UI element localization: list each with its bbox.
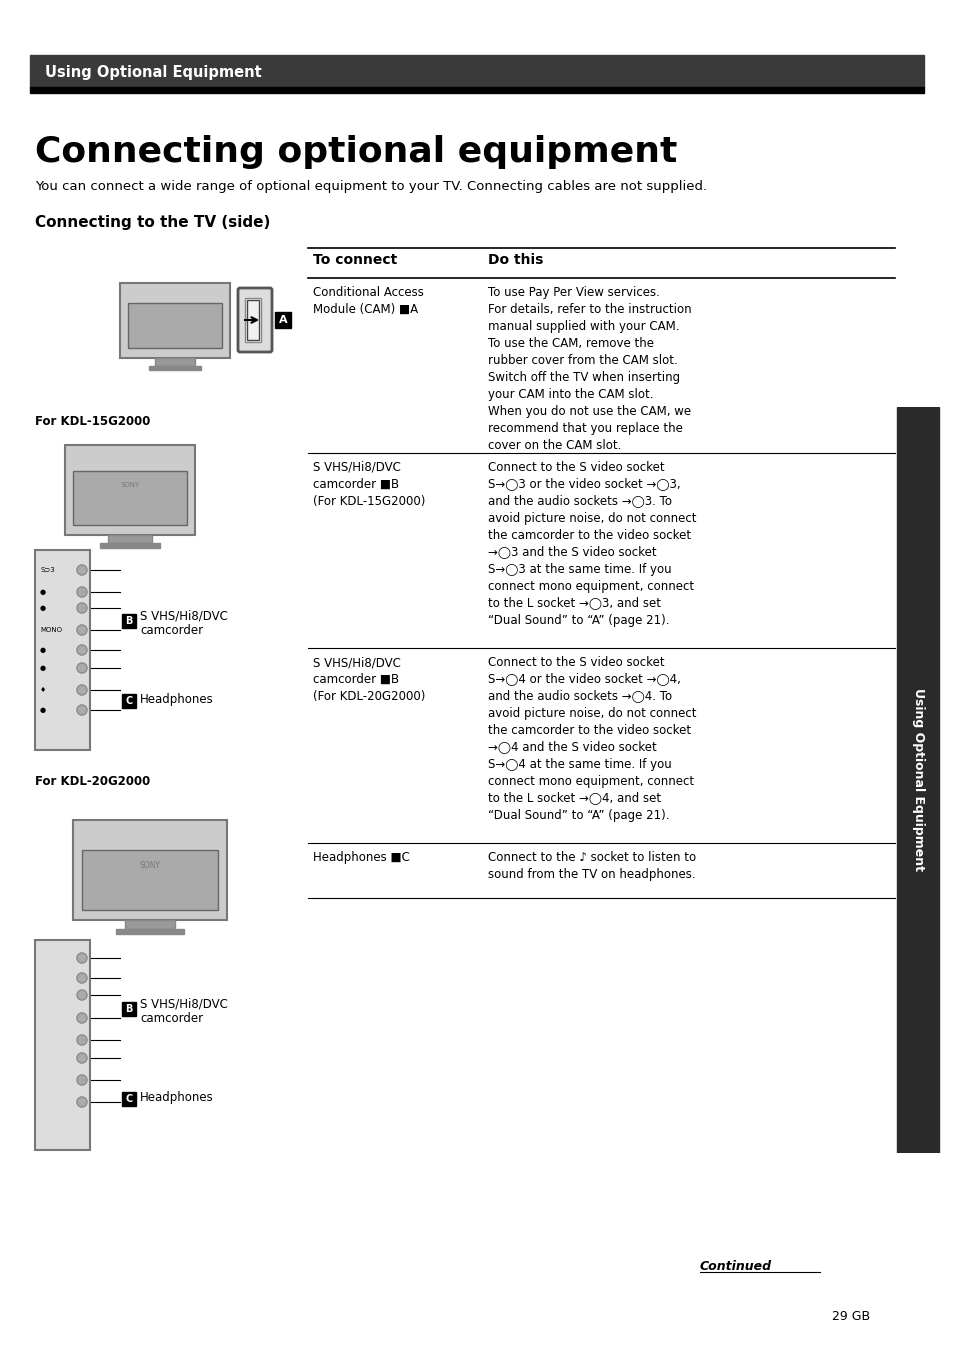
- Circle shape: [77, 645, 87, 655]
- Circle shape: [77, 953, 87, 963]
- Text: Connecting to the TV (side): Connecting to the TV (side): [35, 216, 270, 231]
- Bar: [274, 312, 291, 328]
- Bar: [122, 614, 136, 628]
- Text: To connect: To connect: [313, 254, 396, 267]
- Text: S VHS/Hi8/DVC
camcorder ■B
(For KDL-15G2000): S VHS/Hi8/DVC camcorder ■B (For KDL-15G2…: [313, 461, 425, 508]
- Bar: [35, 940, 90, 1150]
- Text: Using Optional Equipment: Using Optional Equipment: [911, 689, 923, 871]
- Text: For KDL-15G2000: For KDL-15G2000: [35, 415, 151, 428]
- Text: Headphones ■C: Headphones ■C: [313, 852, 410, 864]
- Bar: [30, 56, 923, 87]
- Text: Using Optional Equipment: Using Optional Equipment: [45, 65, 261, 80]
- Text: ♦: ♦: [40, 687, 46, 693]
- Bar: [122, 1002, 136, 1016]
- Bar: [30, 87, 923, 94]
- Bar: [73, 471, 187, 525]
- Circle shape: [77, 603, 87, 613]
- Bar: [128, 302, 222, 347]
- Circle shape: [77, 1035, 87, 1045]
- Bar: [154, 358, 194, 366]
- Text: A: A: [278, 315, 287, 325]
- Bar: [108, 536, 152, 542]
- Text: Connect to the S video socket
S→◯4 or the video socket →◯4,
and the audio socket: Connect to the S video socket S→◯4 or th…: [488, 656, 696, 822]
- Circle shape: [77, 705, 87, 715]
- Text: You can connect a wide range of optional equipment to your TV. Connecting cables: You can connect a wide range of optional…: [35, 180, 706, 193]
- Text: ●: ●: [40, 605, 46, 612]
- Bar: [35, 551, 90, 750]
- Text: Headphones: Headphones: [140, 693, 213, 706]
- Text: B: B: [125, 1003, 132, 1014]
- Bar: [245, 298, 261, 342]
- Text: camcorder: camcorder: [140, 1012, 203, 1025]
- Text: C: C: [125, 696, 132, 706]
- Circle shape: [77, 974, 87, 983]
- Text: Connecting optional equipment: Connecting optional equipment: [35, 136, 677, 170]
- Text: Continued: Continued: [700, 1260, 771, 1273]
- Bar: [100, 542, 160, 548]
- Circle shape: [77, 990, 87, 999]
- Text: S VHS/Hi8/DVC: S VHS/Hi8/DVC: [140, 609, 228, 622]
- Bar: [247, 300, 258, 340]
- Text: ●: ●: [40, 664, 46, 671]
- Bar: [120, 282, 230, 358]
- Bar: [896, 407, 938, 1153]
- Circle shape: [77, 1075, 87, 1085]
- Text: ●: ●: [40, 647, 46, 654]
- Bar: [122, 1092, 136, 1106]
- Circle shape: [77, 1013, 87, 1022]
- Text: camcorder: camcorder: [140, 624, 203, 636]
- Text: C: C: [125, 1094, 132, 1104]
- Text: S⊃3: S⊃3: [40, 567, 54, 574]
- Text: Do this: Do this: [488, 254, 543, 267]
- Circle shape: [77, 625, 87, 635]
- Text: S VHS/Hi8/DVC: S VHS/Hi8/DVC: [140, 998, 228, 1010]
- Bar: [72, 820, 227, 919]
- Text: Connect to the ♪ socket to listen to
sound from the TV on headphones.: Connect to the ♪ socket to listen to sou…: [488, 852, 696, 881]
- Bar: [116, 929, 184, 934]
- Text: ●: ●: [40, 706, 46, 713]
- Text: SONY: SONY: [139, 861, 160, 869]
- Bar: [65, 445, 194, 536]
- Text: MONO: MONO: [40, 626, 62, 633]
- Text: 29 GB: 29 GB: [831, 1310, 869, 1323]
- Text: Connect to the S video socket
S→◯3 or the video socket →◯3,
and the audio socket: Connect to the S video socket S→◯3 or th…: [488, 461, 696, 626]
- Text: To use Pay Per View services.
For details, refer to the instruction
manual suppl: To use Pay Per View services. For detail…: [488, 286, 691, 452]
- Text: For KDL-20G2000: For KDL-20G2000: [35, 776, 150, 788]
- Text: ●: ●: [40, 589, 46, 595]
- Text: SONY: SONY: [120, 481, 139, 488]
- Text: S VHS/Hi8/DVC
camcorder ■B
(For KDL-20G2000): S VHS/Hi8/DVC camcorder ■B (For KDL-20G2…: [313, 656, 425, 702]
- Bar: [122, 694, 136, 708]
- Circle shape: [77, 663, 87, 673]
- Text: Conditional Access
Module (CAM) ■A: Conditional Access Module (CAM) ■A: [313, 286, 423, 316]
- Circle shape: [77, 587, 87, 597]
- Text: Headphones: Headphones: [140, 1092, 213, 1105]
- Text: B: B: [125, 616, 132, 626]
- Circle shape: [77, 1097, 87, 1106]
- FancyBboxPatch shape: [237, 287, 272, 353]
- Bar: [125, 919, 174, 929]
- Bar: [149, 366, 201, 369]
- Circle shape: [77, 685, 87, 696]
- Bar: [81, 850, 218, 910]
- Circle shape: [77, 1054, 87, 1063]
- Circle shape: [77, 565, 87, 575]
